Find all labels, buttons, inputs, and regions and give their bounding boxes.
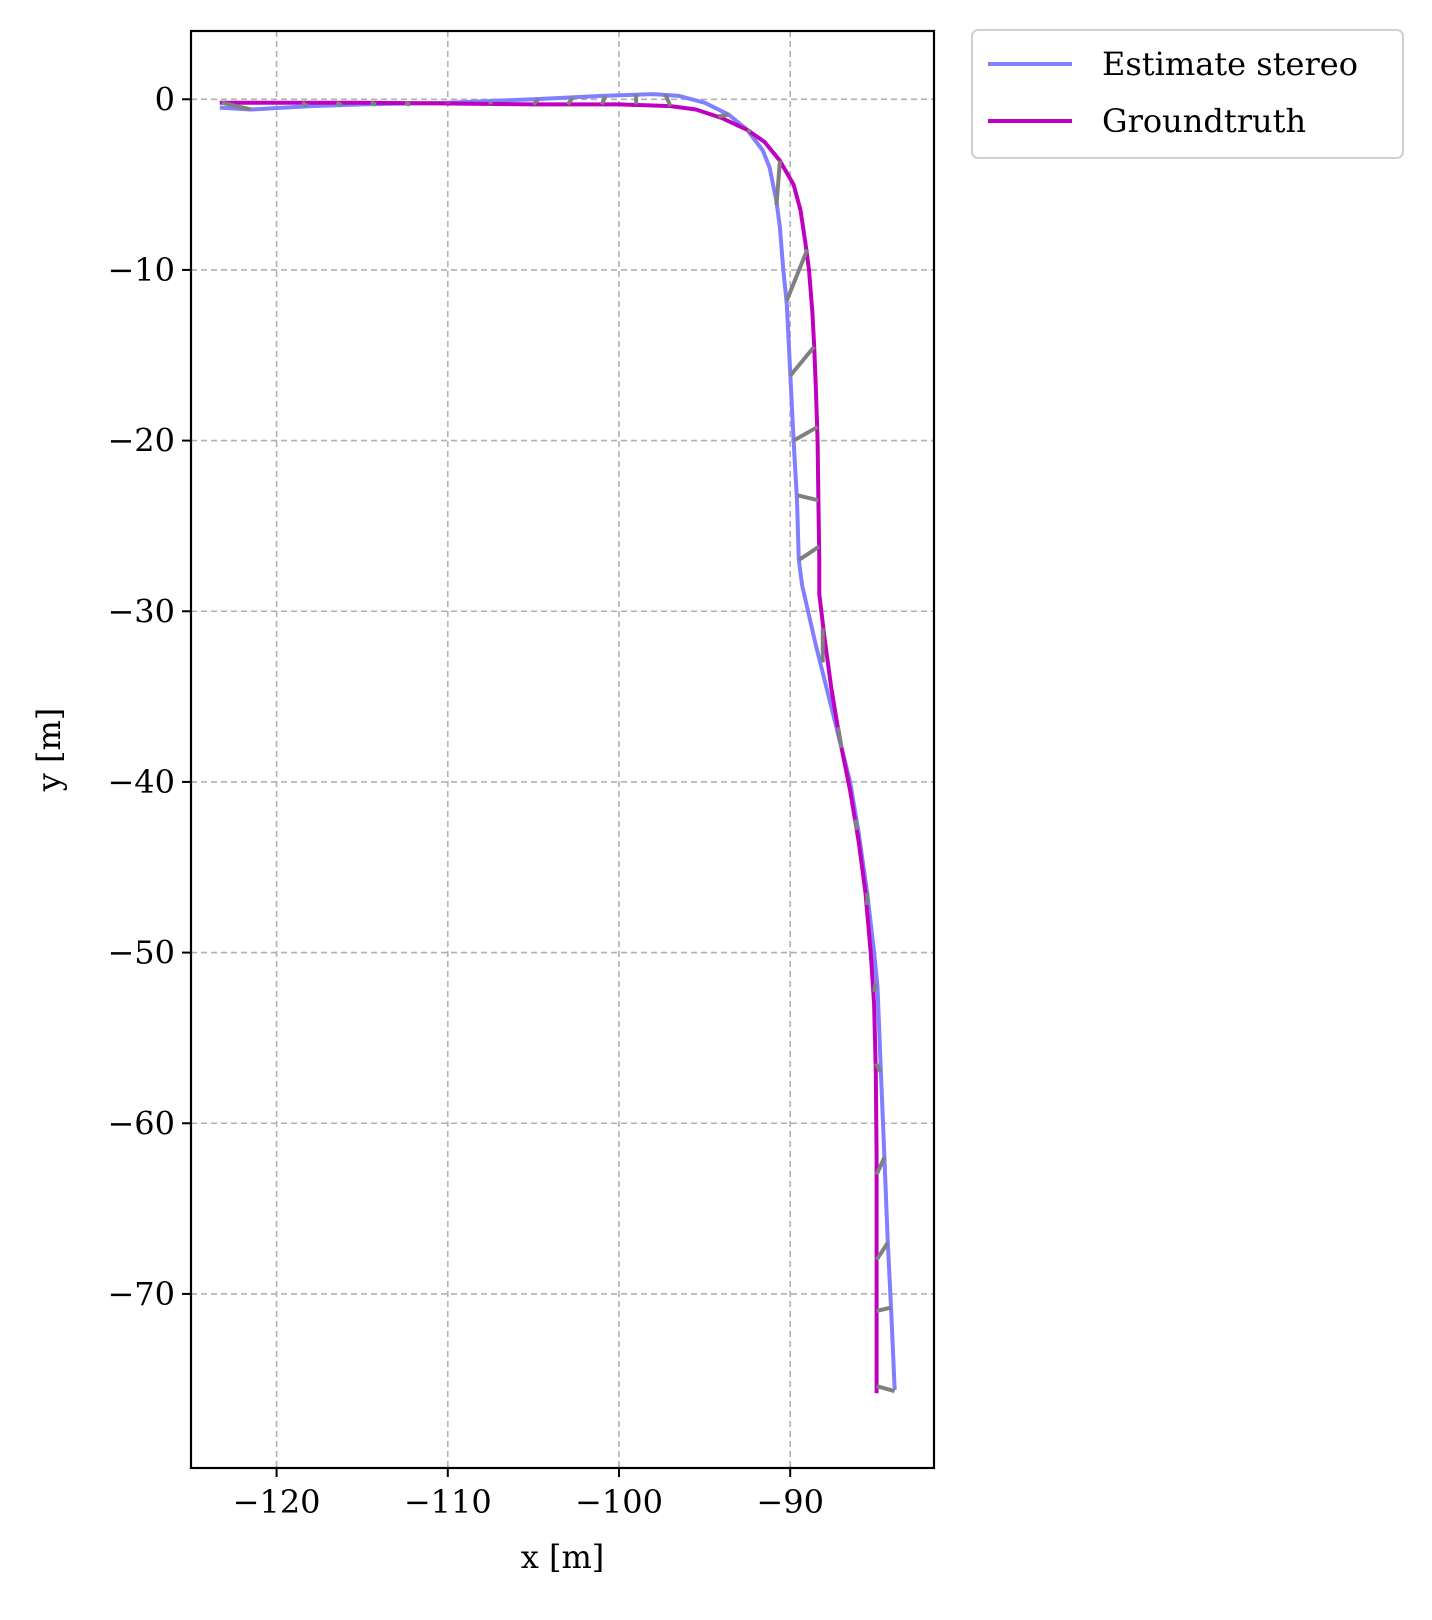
error-segment bbox=[788, 345, 816, 378]
y-tick-label: −30 bbox=[107, 592, 175, 630]
legend: Estimate stereo Groundtruth bbox=[971, 29, 1404, 159]
error-segment bbox=[876, 1384, 896, 1394]
error-segment bbox=[872, 982, 878, 993]
error-segments bbox=[221, 93, 896, 1394]
error-segment bbox=[874, 1062, 883, 1074]
y-axis-label: y [m] bbox=[30, 708, 68, 793]
error-segment bbox=[797, 544, 821, 562]
legend-label-estimate-stereo: Estimate stereo bbox=[1102, 45, 1358, 83]
x-tick-label: −110 bbox=[404, 1483, 492, 1521]
error-segment bbox=[796, 493, 819, 503]
error-segment bbox=[335, 100, 343, 108]
x-tick-label: −120 bbox=[233, 1483, 321, 1521]
grid bbox=[191, 31, 934, 1468]
error-segment bbox=[874, 1241, 890, 1261]
x-axis-label: x [m] bbox=[521, 1538, 605, 1576]
y-tick-label: 0 bbox=[155, 80, 175, 118]
error-segment bbox=[404, 101, 411, 107]
series-group bbox=[219, 92, 897, 1394]
x-tick-label: −100 bbox=[575, 1483, 663, 1521]
error-segment bbox=[792, 425, 819, 443]
y-tick-label: −60 bbox=[107, 1104, 175, 1142]
y-tick-label: −20 bbox=[107, 422, 175, 460]
error-segment bbox=[566, 96, 575, 106]
error-segment bbox=[774, 160, 782, 206]
error-segment bbox=[746, 128, 752, 134]
legend-box bbox=[971, 29, 1404, 159]
error-segment bbox=[717, 112, 729, 119]
legend-label-groundtruth: Groundtruth bbox=[1102, 102, 1306, 140]
error-segment bbox=[784, 248, 810, 302]
error-segment bbox=[836, 726, 844, 749]
error-segment bbox=[221, 100, 252, 112]
error-segment bbox=[876, 1305, 892, 1313]
ticks: −120 −110 −100 −90 0 −10 −20 −30 −40 −50 −60 −70 bbox=[107, 80, 823, 1521]
error-segment bbox=[301, 101, 309, 108]
error-segment bbox=[370, 100, 377, 107]
error-segment bbox=[531, 97, 540, 106]
plot-frame bbox=[189, 29, 936, 1470]
x-tick-label: −90 bbox=[756, 1483, 824, 1521]
series-line-groundtruth bbox=[219, 100, 879, 1394]
y-tick-label: −10 bbox=[107, 251, 175, 289]
error-segment bbox=[853, 819, 859, 831]
y-tick-label: −70 bbox=[107, 1275, 175, 1313]
error-segment bbox=[663, 93, 673, 107]
error-segment bbox=[600, 95, 608, 106]
series-line-estimate-stereo bbox=[219, 92, 897, 1390]
error-segment bbox=[874, 1156, 887, 1176]
y-tick-label: −40 bbox=[107, 763, 175, 801]
y-tick-label: −50 bbox=[107, 934, 175, 972]
